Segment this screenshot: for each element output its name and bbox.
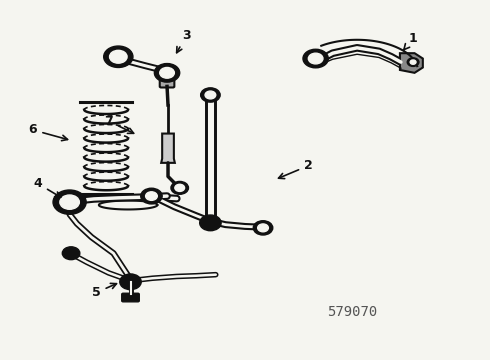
Circle shape — [410, 60, 416, 64]
Circle shape — [62, 247, 80, 260]
Circle shape — [53, 190, 86, 214]
Circle shape — [205, 91, 216, 99]
FancyBboxPatch shape — [160, 73, 174, 87]
Circle shape — [407, 58, 419, 66]
Circle shape — [200, 215, 221, 231]
Circle shape — [160, 67, 174, 78]
Circle shape — [258, 224, 269, 232]
Text: 579070: 579070 — [327, 305, 377, 319]
FancyBboxPatch shape — [122, 293, 139, 302]
Circle shape — [60, 195, 79, 209]
Circle shape — [201, 88, 220, 102]
Circle shape — [308, 53, 323, 64]
Text: 4: 4 — [33, 177, 61, 197]
Text: 3: 3 — [177, 29, 191, 53]
Circle shape — [175, 184, 185, 192]
Circle shape — [171, 181, 189, 194]
Text: 7: 7 — [104, 114, 134, 133]
Text: 6: 6 — [29, 123, 68, 141]
Circle shape — [104, 46, 133, 67]
Circle shape — [141, 188, 162, 204]
Text: 2: 2 — [278, 159, 313, 179]
Text: 1: 1 — [404, 32, 417, 50]
Circle shape — [154, 64, 180, 82]
Circle shape — [303, 49, 328, 68]
Circle shape — [120, 274, 141, 290]
Circle shape — [253, 221, 273, 235]
Circle shape — [146, 192, 157, 201]
Text: 5: 5 — [92, 283, 117, 299]
Circle shape — [110, 50, 127, 63]
Polygon shape — [400, 53, 423, 73]
Polygon shape — [161, 134, 175, 163]
